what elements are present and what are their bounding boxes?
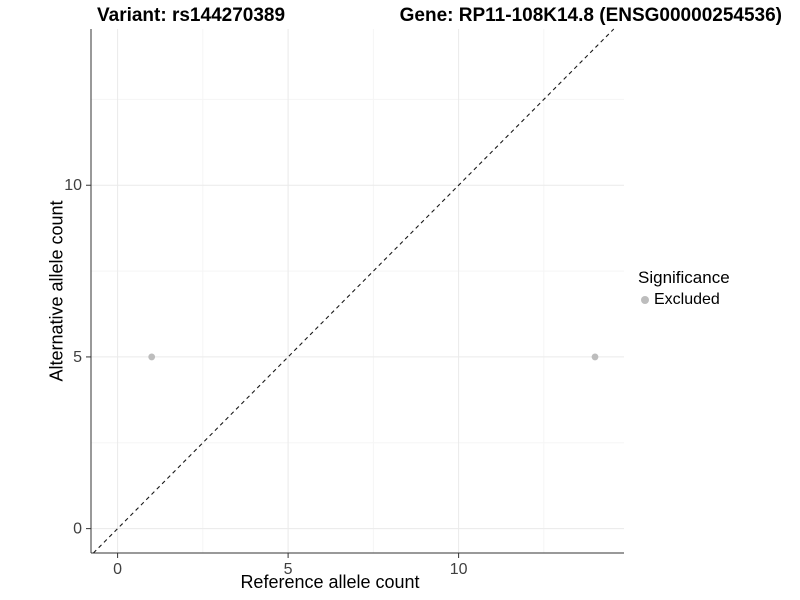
- y-tick-label: 5: [73, 349, 82, 366]
- x-tick-label: 0: [113, 561, 122, 578]
- legend-title: Significance: [638, 268, 730, 287]
- y-tick-label: 10: [64, 177, 82, 194]
- y-axis-title: Alternative allele count: [46, 200, 67, 382]
- x-tick-label: 5: [284, 561, 293, 578]
- gene-title: Gene: RP11-108K14.8 (ENSG00000254536): [399, 5, 782, 26]
- legend-item-label: Excluded: [654, 291, 720, 308]
- variant-title: Variant: rs144270389: [97, 5, 286, 26]
- data-point: [148, 353, 156, 361]
- legend-item-excluded: Excluded: [638, 291, 730, 309]
- x-tick-label: 10: [450, 561, 468, 578]
- x-axis-title: Reference allele count: [240, 572, 420, 592]
- legend: Significance Excluded: [638, 268, 730, 309]
- data-point: [591, 353, 599, 361]
- point-marker-icon: [641, 296, 649, 304]
- y-tick-label: 0: [73, 521, 82, 538]
- identity-line: [92, 28, 615, 554]
